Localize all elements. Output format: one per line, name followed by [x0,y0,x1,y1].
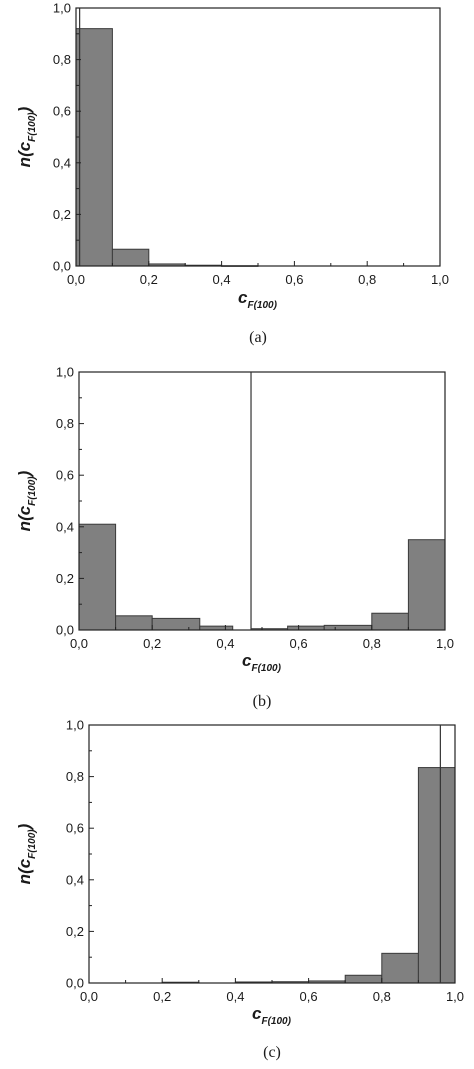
bar [151,617,201,631]
bar [115,615,153,631]
x-tick-label: 0,6 [300,989,318,1004]
panel-caption: (b) [253,693,272,710]
plot-frame [78,371,446,631]
x-tick-label: 0,0 [70,636,88,651]
x-tick-label: 1,0 [446,989,464,1004]
y-axis-label: n(cF(100)) [15,470,38,531]
bar [344,974,383,984]
x-axis-label: cF(100) [238,288,278,311]
y-tick-label: 0,4 [53,155,71,170]
x-tick-label: 0,4 [213,272,231,287]
bar [407,539,446,631]
x-axis-label: cF(100) [242,651,282,674]
y-tick-label: 0,4 [56,519,74,534]
y-axis-label: n(cF(100)) [15,106,38,167]
chart-panel-1: 0,0 0,2 0,4 0,6 0,8 1,0 0,0 0,2 0,4 0,6 0,8 1,0 cF(1… [15,1,449,347]
y-tick-label: 1,0 [66,718,84,733]
bar [323,624,373,631]
y-tick-label: 1,0 [53,1,71,16]
bar [381,952,419,984]
x-tick-label: 0,6 [285,272,303,287]
chart-panel-2: 0,0 0,2 0,4 0,6 0,8 1,0 0,0 0,2 0,4 0,6 0,8 1,0 cF(1… [15,365,454,711]
bar [417,767,456,984]
x-tick-label: 0,8 [358,272,376,287]
x-tick-label: 0,2 [140,272,158,287]
y-tick-label: 0,6 [66,821,84,836]
panel-caption: (c) [263,1044,281,1061]
plot-frame [88,724,456,984]
bar [78,523,117,631]
x-tick-label: 1,0 [431,272,449,287]
y-tick-label: 0,8 [66,769,84,784]
x-tick-label: 0,4 [226,989,244,1004]
x-tick-label: 0,0 [67,272,85,287]
y-tick-label: 0,8 [53,52,71,67]
x-tick-label: 0,8 [373,989,391,1004]
y-tick-label: 0,0 [53,259,71,274]
x-tick-label: 0,2 [153,989,171,1004]
plot-frame [75,7,441,267]
y-tick-label: 0,0 [56,623,74,638]
panel-caption: (a) [249,329,267,346]
bar [371,612,409,631]
y-tick-label: 0,0 [66,976,84,991]
x-axis-label: cF(100) [252,1004,292,1027]
x-tick-label: 0,0 [80,989,98,1004]
y-tick-label: 0,2 [53,207,71,222]
x-tick-label: 0,8 [363,636,381,651]
y-axis-label: n(cF(100)) [15,823,38,884]
bar [75,28,113,267]
y-tick-label: 0,2 [66,924,84,939]
y-tick-label: 0,6 [56,468,74,483]
chart-panel-3: 0,0 0,2 0,4 0,6 0,8 1,0 0,0 0,2 0,4 0,6 0,8 1,0 cF(1… [15,718,464,1062]
x-tick-label: 1,0 [436,636,454,651]
y-tick-label: 0,2 [56,571,74,586]
x-tick-label: 0,4 [216,636,234,651]
y-tick-label: 0,6 [53,104,71,119]
x-tick-label: 0,2 [143,636,161,651]
y-tick-label: 0,8 [56,416,74,431]
bar [111,248,150,267]
x-tick-label: 0,6 [290,636,308,651]
y-tick-label: 1,0 [56,365,74,380]
y-tick-label: 0,4 [66,872,84,887]
